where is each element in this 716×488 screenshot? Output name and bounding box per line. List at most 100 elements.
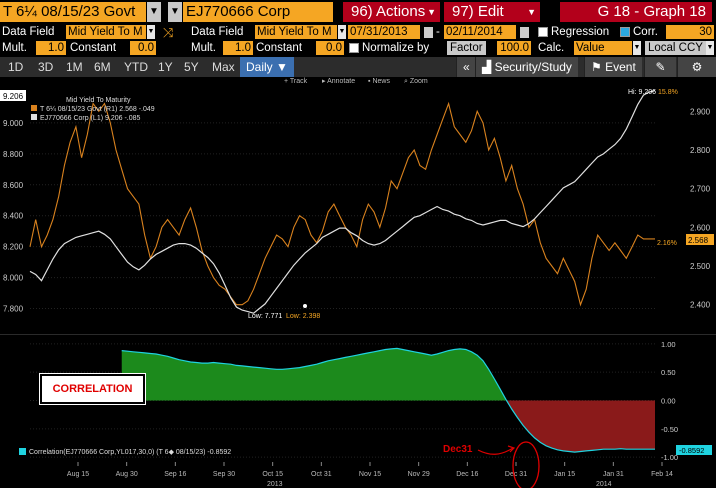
period-6m[interactable]: 6M xyxy=(94,60,111,74)
period-3d[interactable]: 3D xyxy=(38,60,54,74)
actions-button[interactable]: 96) Actions ▼ xyxy=(343,2,440,22)
dropdown-arrow-icon[interactable]: ▼ xyxy=(706,41,714,55)
gear-icon[interactable]: ⚙ xyxy=(677,57,716,77)
correlation-tick-label: 1.00 xyxy=(661,340,676,349)
dec31-arrow xyxy=(477,447,514,455)
dropdown-arrow-icon[interactable]: ▼ xyxy=(338,25,346,39)
legend-orange-swatch xyxy=(31,105,37,111)
caret-down-icon: ▼ xyxy=(427,7,436,17)
left-axis-ticks: 7.800 8.000 8.200 8.400 8.600 8.800 9.000 xyxy=(3,119,24,314)
frequency-select[interactable]: Daily ▼ xyxy=(240,57,294,77)
series-t-govt-line xyxy=(29,101,655,307)
regression-label: Regression xyxy=(551,26,610,38)
dec31-annotation: Dec31 xyxy=(443,444,473,455)
constant-label: Constant xyxy=(70,42,117,54)
x-axis-ticks: Aug 15 Aug 30 Sep 16 Sep 30 Oct 15 Oct 31 Nov … xyxy=(67,462,673,478)
calc-select[interactable]: Value xyxy=(574,41,632,55)
start-date-input[interactable]: 07/31/2013 xyxy=(348,25,420,39)
mult2-input[interactable]: 1.0 xyxy=(223,41,253,55)
period-1d[interactable]: 1D xyxy=(8,60,24,74)
factor-input[interactable]: 100.0 xyxy=(497,41,531,55)
collapse-icon[interactable]: « xyxy=(456,57,476,77)
swap-icon[interactable]: ⤨ xyxy=(163,25,174,40)
left-tick-label: 8.800 xyxy=(3,150,24,159)
period-max[interactable]: Max xyxy=(212,60,235,74)
correlation-line xyxy=(121,347,655,453)
ticker1-field[interactable]: T 6¼ 08/15/23 Govt xyxy=(0,2,146,22)
left-tick-label: 8.600 xyxy=(3,181,24,190)
legend-title: Mid Yield To Maturity xyxy=(66,97,131,104)
data-field-select[interactable]: Mid Yield To M xyxy=(66,25,146,39)
price-chart[interactable]: 7.800 8.000 8.200 8.400 8.600 8.800 9.000 2.40… xyxy=(0,88,716,334)
annotate-tool[interactable]: ▸ Annotate xyxy=(322,78,356,85)
x-tick-label: Nov 15 xyxy=(359,471,381,478)
correlation-tick-label: -1.00 xyxy=(661,453,678,462)
event-button[interactable]: ⚑ Event xyxy=(584,57,642,77)
correlation-panel: 1.00 0.50 0.00 -0.50 -1.00 Aug 15 Aug 30 Sep 1… xyxy=(0,333,716,488)
corr-checkbox[interactable] xyxy=(620,27,630,37)
correlation-tick-label: -0.50 xyxy=(661,425,678,434)
currency-select[interactable]: Local CCY xyxy=(645,41,707,55)
period-ytd[interactable]: YTD xyxy=(124,60,148,74)
correlation-chart[interactable]: 1.00 0.50 0.00 -0.50 -1.00 Aug 15 Aug 30 Sep 1… xyxy=(0,333,716,488)
normalize-checkbox[interactable] xyxy=(349,43,359,53)
calendar-icon[interactable] xyxy=(424,27,433,38)
constant2-label: Constant xyxy=(256,42,303,54)
correlation-tick-label: 0.50 xyxy=(661,368,676,377)
period-1y[interactable]: 1Y xyxy=(158,60,173,74)
pct-annotation: 2.16% xyxy=(657,240,677,247)
x-tick-label: Sep 16 xyxy=(164,471,186,478)
edit-button[interactable]: 97) Edit ▼ xyxy=(444,2,540,22)
price-grid xyxy=(30,122,655,310)
left-tick-label: 7.800 xyxy=(3,305,24,314)
right-tick-label: 2.500 xyxy=(690,262,711,271)
low2-annotation: Low: 2.398 xyxy=(286,313,320,320)
annotate-label: Annotate xyxy=(327,78,356,85)
dropdown-arrow-icon[interactable]: ▼ xyxy=(147,25,155,39)
track-tool[interactable]: + Track xyxy=(284,78,308,85)
mult-input[interactable]: 1.0 xyxy=(36,41,66,55)
corr-window-input[interactable]: 30 xyxy=(666,25,714,39)
factor-label: Factor xyxy=(447,41,486,55)
x-tick-label: Oct 15 xyxy=(262,471,283,478)
corr-label: Corr. xyxy=(633,26,658,38)
data-field2-select[interactable]: Mid Yield To M xyxy=(255,25,337,39)
zoom-tool[interactable]: ⌕ Zoom xyxy=(404,78,428,85)
year-2013-label: 2013 xyxy=(267,481,283,488)
regression-checkbox[interactable] xyxy=(538,27,548,37)
year-2014-label: 2014 xyxy=(596,481,612,488)
ticker1-dropdown-icon[interactable]: ▼ xyxy=(147,2,161,22)
x-tick-label: Jan 31 xyxy=(603,471,624,478)
constant-input[interactable]: 0.0 xyxy=(130,41,156,55)
x-tick-label: Aug 15 xyxy=(67,471,89,478)
ticker2-dropdown-icon[interactable]: ▼ xyxy=(168,2,182,22)
constant2-input[interactable]: 0.0 xyxy=(316,41,344,55)
security-study-button[interactable]: ▟ Security/Study xyxy=(475,57,578,77)
x-tick-label: Oct 31 xyxy=(311,471,332,478)
calc-label: Calc. xyxy=(538,42,565,54)
edit-pencil-icon[interactable]: ✎ xyxy=(644,57,676,77)
period-5y[interactable]: 5Y xyxy=(184,60,199,74)
dropdown-arrow-icon[interactable]: ▼ xyxy=(633,41,641,55)
right-tick-label: 2.600 xyxy=(690,223,711,232)
low-marker xyxy=(303,304,307,308)
period-toolbar: 1D 3D 1M 6M YTD 1Y 5Y Max Daily ▼ « ▟ Se… xyxy=(0,57,716,77)
mult2-label: Mult. xyxy=(191,42,216,54)
low1-annotation: Low: 7.771 xyxy=(248,313,282,320)
correlation-box: CORRELATION xyxy=(39,373,146,405)
news-tool[interactable]: ▪ News xyxy=(368,78,390,85)
series-ej-corp-line xyxy=(29,89,656,314)
data-field-label: Data Field xyxy=(2,26,55,38)
ticker2-field[interactable]: EJ770666 Corp xyxy=(183,2,333,22)
price-chart-panel: 7.800 8.000 8.200 8.400 8.600 8.800 9.000 2.40… xyxy=(0,88,716,334)
calendar-icon[interactable] xyxy=(520,27,529,38)
edit-label: 97) Edit xyxy=(452,3,504,20)
period-1m[interactable]: 1M xyxy=(66,60,83,74)
event-label: Event xyxy=(605,60,636,74)
left-current-tag xyxy=(0,90,26,101)
left-tick-label: 9.000 xyxy=(3,119,24,128)
news-label: News xyxy=(372,78,390,85)
end-date-input[interactable]: 02/11/2014 xyxy=(444,25,516,39)
x-tick-label: Aug 30 xyxy=(116,471,138,478)
top-bar: T 6¼ 08/15/23 Govt ▼ ▼ EJ770666 Corp 96)… xyxy=(0,0,716,24)
